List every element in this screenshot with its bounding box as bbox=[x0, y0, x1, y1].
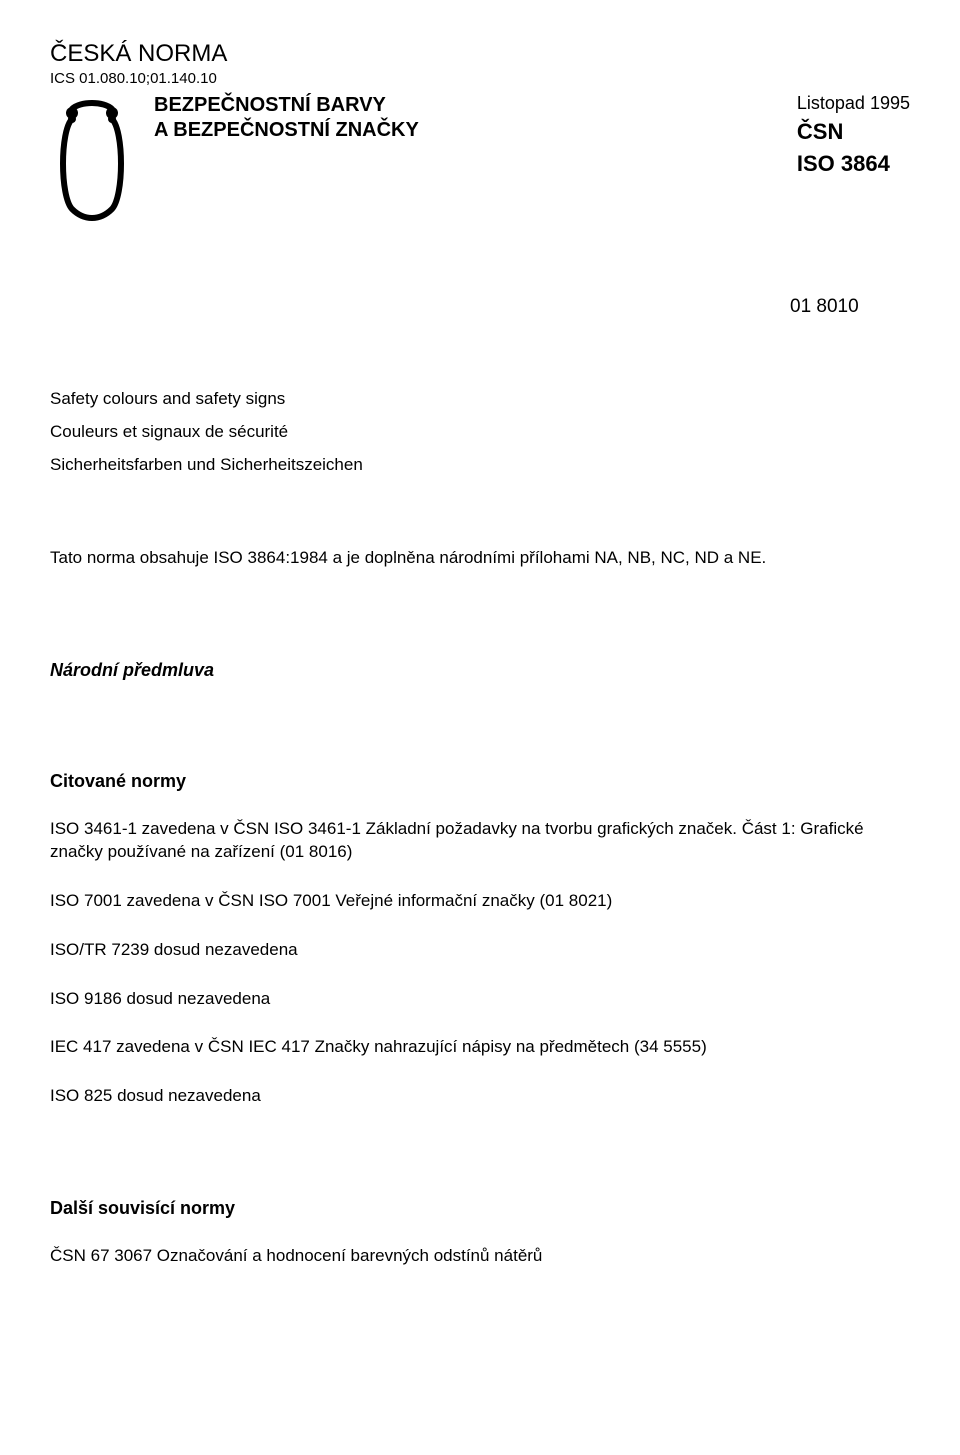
page-title: ČESKÁ NORMA bbox=[50, 40, 910, 68]
related-standards-heading: Další souvisící normy bbox=[50, 1198, 910, 1219]
cited-item: ISO 9186 dosud nezavedena bbox=[50, 988, 910, 1011]
classification-code: 01 8010 bbox=[790, 296, 910, 318]
cited-item: ISO 7001 zavedena v ČSN ISO 7001 Veřejné… bbox=[50, 890, 910, 913]
national-foreword-heading: Národní předmluva bbox=[50, 660, 910, 681]
translation-de: Sicherheitsfarben und Sicherheitszeichen bbox=[50, 454, 910, 477]
cited-item: ISO 3461-1 zavedena v ČSN ISO 3461-1 Zák… bbox=[50, 818, 910, 864]
doc-title-line1: BEZPEČNOSTNÍ BARVY bbox=[154, 93, 777, 118]
translation-en: Safety colours and safety signs bbox=[50, 388, 910, 411]
publish-date: Listopad 1995 bbox=[797, 93, 910, 114]
intro-paragraph: Tato norma obsahuje ISO 3864:1984 a je d… bbox=[50, 547, 910, 570]
cited-item: ISO/TR 7239 dosud nezavedena bbox=[50, 939, 910, 962]
logo bbox=[50, 91, 134, 226]
standard-code-line2: ISO 3864 bbox=[797, 150, 910, 178]
cited-item: ISO 825 dosud nezavedena bbox=[50, 1085, 910, 1108]
cited-standards-heading: Citované normy bbox=[50, 771, 910, 792]
cited-item: IEC 417 zavedena v ČSN IEC 417 Značky na… bbox=[50, 1036, 910, 1059]
doc-title-line2: A BEZPEČNOSTNÍ ZNAČKY bbox=[154, 118, 777, 143]
csn-logo-icon bbox=[50, 91, 134, 221]
ics-code: ICS 01.080.10;01.140.10 bbox=[50, 70, 910, 87]
header-row: BEZPEČNOSTNÍ BARVY A BEZPEČNOSTNÍ ZNAČKY… bbox=[50, 91, 910, 226]
related-item: ČSN 67 3067 Označování a hodnocení barev… bbox=[50, 1245, 910, 1268]
translation-fr: Couleurs et signaux de sécurité bbox=[50, 421, 910, 444]
standard-code-line1: ČSN bbox=[797, 118, 910, 146]
